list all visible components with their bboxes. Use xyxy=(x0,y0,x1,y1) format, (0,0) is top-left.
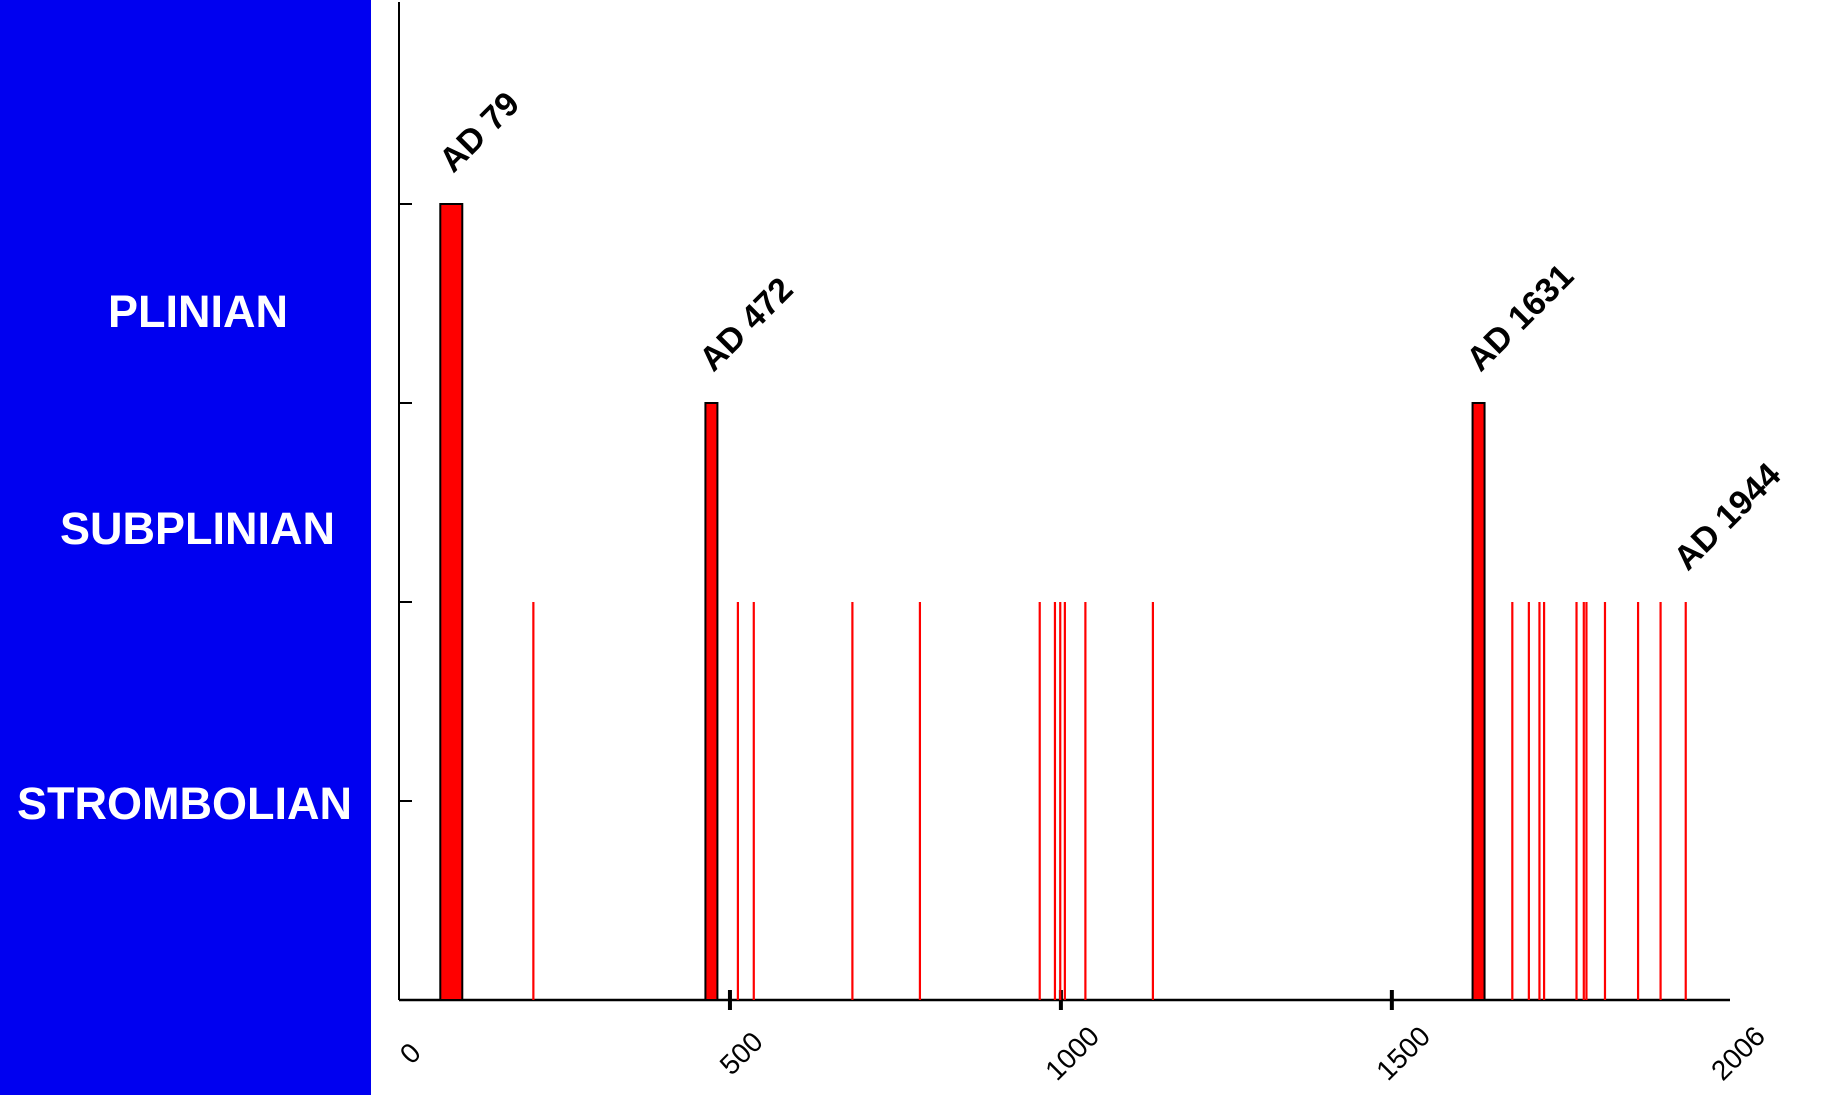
category-label-plinian: PLINIAN xyxy=(108,286,288,337)
eruption-bar xyxy=(704,402,719,1001)
eruption-bar xyxy=(1471,402,1486,1001)
category-labels: PLINIAN SUBPLINIAN STROMBOLIAN xyxy=(0,0,371,1095)
category-label-subplinian: SUBPLINIAN xyxy=(60,503,336,554)
plot-area xyxy=(371,0,1823,1095)
eruption-bar xyxy=(439,203,464,1001)
category-label-strombolian: STROMBOLIAN xyxy=(17,778,352,829)
